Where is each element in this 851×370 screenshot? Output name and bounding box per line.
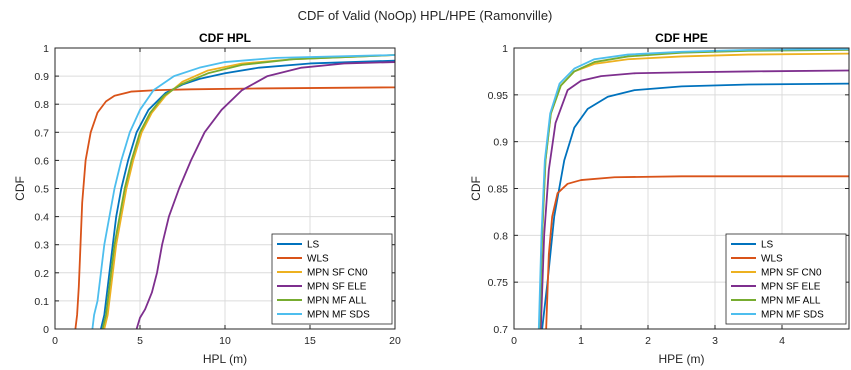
- hpl-legend-label-mpn-sf-ele: MPN SF ELE: [307, 282, 367, 293]
- hpl-series-mpn-sf-ele: [135, 61, 395, 329]
- hpl-y-tick-label: 0.1: [34, 296, 49, 308]
- hpe-y-tick-label: 0.8: [493, 230, 508, 242]
- hpl-y-axis-label: CDF: [13, 176, 27, 201]
- hpe-cdf-panel: 0 1 2 3 4 0.7 0.75 0.8 0.85 0.9 0.95 1 CDF HPE HPE (m…: [469, 31, 850, 366]
- hpl-series-mpn-mf-all: [101, 54, 395, 329]
- hpe-y-tick-label: 1: [502, 43, 508, 55]
- hpe-x-tick-label: 3: [712, 335, 718, 347]
- hpe-series-mpn-sf-ele: [539, 69, 849, 329]
- hpe-y-tick-label: 0.95: [488, 90, 509, 102]
- hpl-series-ls: [100, 59, 395, 329]
- hpe-legend-label-mpn-sf-ele: MPN SF ELE: [761, 282, 821, 293]
- hpl-panel-title: CDF HPL: [199, 31, 251, 45]
- hpe-x-tick-label: 2: [645, 335, 651, 347]
- hpl-x-tick-label: 15: [304, 335, 316, 347]
- hpl-legend-label-ls: LS: [307, 240, 320, 251]
- hpe-legend-label-mpn-mf-sds: MPN MF SDS: [761, 310, 824, 321]
- hpl-y-tick-label: 0.4: [34, 212, 49, 224]
- hpe-x-tick-label: 1: [578, 335, 584, 347]
- hpl-series-mpn-mf-sds: [91, 54, 395, 329]
- hpl-x-tick-label: 5: [137, 335, 143, 347]
- hpl-y-tick-label: 0.9: [34, 71, 49, 83]
- hpl-cdf-panel: 0 5 10 15 20 0 0.1 0.2 0.3 0.4 0.5 0.6 0.7 0.8 0.9 1 CDF…: [13, 31, 401, 366]
- hpl-y-tick-label: 0.7: [34, 127, 49, 139]
- hpe-legend-label-ls: LS: [761, 240, 774, 251]
- hpl-legend-box: [271, 233, 393, 325]
- hpl-y-tick-label: 0.2: [34, 268, 49, 280]
- hpl-legend: LS WLS MPN SF CN0 MPN SF ELE MPN MF ALL MPN M…: [271, 233, 393, 325]
- hpl-x-tick-label: 20: [389, 335, 401, 347]
- hpe-y-tick-label: 0.75: [488, 277, 509, 289]
- hpe-x-tick-label: 0: [511, 335, 517, 347]
- hpe-panel-title: CDF HPE: [655, 31, 708, 45]
- hpe-x-axis-label: HPE (m): [659, 352, 705, 366]
- hpe-series-ls: [541, 82, 849, 329]
- hpl-x-tick-label: 0: [52, 335, 58, 347]
- hpl-y-tick-label: 1: [43, 43, 49, 55]
- hpe-legend-label-mpn-mf-all: MPN MF ALL: [761, 296, 821, 307]
- hpl-y-tick-label: 0.6: [34, 155, 49, 167]
- hpl-y-tick-label: 0.3: [34, 240, 49, 252]
- hpe-x-tick-label: 4: [779, 335, 785, 347]
- hpl-series-wls: [74, 86, 395, 329]
- hpl-y-tick-label: 0: [43, 324, 49, 336]
- hpl-legend-label-mpn-sf-cn0: MPN SF CN0: [307, 268, 368, 279]
- hpl-series-mpn-sf-cn0: [103, 54, 395, 329]
- figure-title: CDF of Valid (NoOp) HPL/HPE (Ramonville): [298, 8, 553, 23]
- hpe-series-mpn-mf-sds: [537, 48, 849, 329]
- hpe-legend-label-mpn-sf-cn0: MPN SF CN0: [761, 268, 822, 279]
- hpl-y-tick-label: 0.8: [34, 99, 49, 111]
- hpe-y-tick-label: 0.85: [488, 184, 509, 196]
- hpe-y-axis-label: CDF: [469, 176, 483, 201]
- hpl-legend-label-mpn-mf-all: MPN MF ALL: [307, 296, 367, 307]
- hpl-legend-label-wls: WLS: [307, 254, 329, 265]
- hpe-series-wls: [545, 175, 849, 329]
- hpl-x-tick-label: 10: [219, 335, 231, 347]
- hpe-legend-label-wls: WLS: [761, 254, 783, 265]
- hpe-y-tick-label: 0.9: [493, 137, 508, 149]
- hpe-legend-box: [725, 233, 847, 325]
- hpe-y-tick-label: 0.7: [493, 324, 508, 336]
- hpl-y-tick-label: 0.5: [34, 184, 49, 196]
- hpl-legend-label-mpn-mf-sds: MPN MF SDS: [307, 310, 370, 321]
- hpe-legend: LS WLS MPN SF CN0 MPN SF ELE MPN MF ALL MPN M…: [725, 233, 847, 325]
- hpl-x-axis-label: HPL (m): [203, 352, 247, 366]
